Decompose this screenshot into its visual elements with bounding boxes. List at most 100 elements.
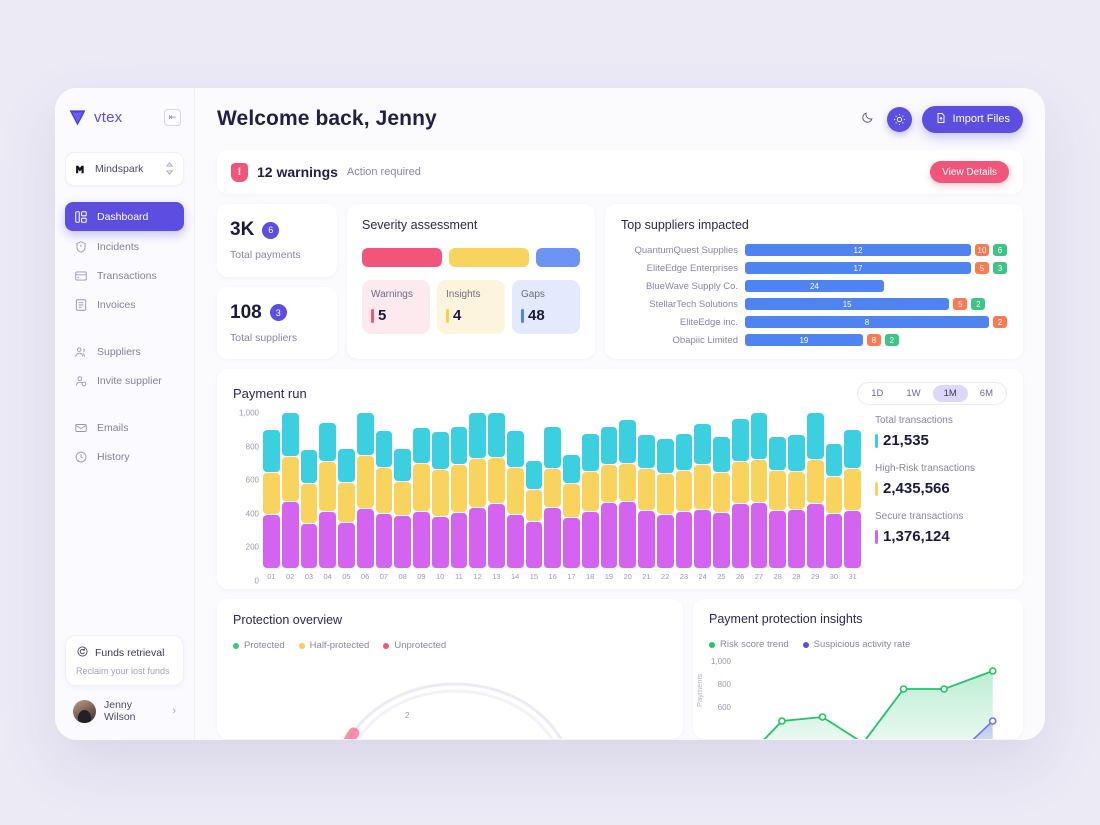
bar-segment bbox=[581, 472, 599, 512]
bar-segment bbox=[431, 516, 449, 568]
sun-icon[interactable] bbox=[886, 106, 912, 132]
bar-segment bbox=[281, 456, 299, 501]
bar-segment bbox=[806, 413, 824, 460]
x-axis-tick: 03 bbox=[304, 572, 314, 581]
sidebar-item-history[interactable]: History bbox=[65, 443, 184, 470]
funds-retrieval-card[interactable]: Funds retrieval Reclaim your lost funds bbox=[65, 635, 184, 686]
bar-column bbox=[525, 413, 543, 568]
brand-row: vtex ⇤ bbox=[55, 88, 194, 146]
import-files-label: Import Files bbox=[952, 113, 1010, 125]
bar-segment bbox=[356, 456, 374, 509]
bar-column bbox=[413, 413, 430, 568]
bar-segment bbox=[319, 422, 336, 461]
x-axis-tick: 15 bbox=[529, 572, 539, 581]
severity-tile-value: 4 bbox=[446, 307, 496, 324]
y-axis-tick: 600 bbox=[245, 475, 259, 485]
bar-segment bbox=[844, 469, 861, 510]
warning-banner: ! 12 warnings Action required View Detai… bbox=[217, 150, 1023, 194]
sidebar-item-invoices[interactable]: Invoices bbox=[65, 291, 184, 318]
sidebar-item-label: Dashboard bbox=[97, 210, 149, 223]
sidebar-item-transactions[interactable]: Transactions bbox=[65, 262, 184, 289]
chevron-right-icon: › bbox=[172, 705, 176, 717]
bar-segment bbox=[769, 436, 786, 470]
bar-column bbox=[675, 413, 693, 568]
top-suppliers-card: Top suppliers impacted QuantumQuest Supp… bbox=[605, 204, 1023, 359]
moon-icon[interactable] bbox=[858, 108, 877, 130]
bar-segment bbox=[544, 426, 561, 468]
sidebar-item-emails[interactable]: Emails bbox=[65, 414, 184, 441]
bar-segment bbox=[394, 481, 411, 516]
user-profile-row[interactable]: Jenny Wilson › bbox=[65, 694, 184, 728]
bar-column bbox=[600, 413, 618, 568]
workspace-selector[interactable]: Mindspark bbox=[65, 152, 184, 186]
bar-segment bbox=[731, 504, 749, 568]
bar-segment bbox=[394, 449, 411, 481]
funds-retrieval-label: Funds retrieval bbox=[95, 647, 165, 659]
stat-label: Total payments bbox=[230, 249, 301, 262]
x-axis-tick: 11 bbox=[454, 572, 463, 581]
range-pill-1w[interactable]: 1W bbox=[906, 388, 921, 399]
chevron-updown-icon bbox=[165, 161, 174, 177]
severity-bars bbox=[362, 248, 581, 267]
supplier-name: BlueWave Supply Co. bbox=[645, 280, 738, 292]
bar-segment bbox=[788, 472, 805, 509]
payment-protection-insights-card: Payment protection insights Risk score t… bbox=[693, 599, 1023, 739]
supplier-bar: 17 bbox=[745, 262, 971, 274]
mail-icon bbox=[74, 421, 88, 435]
range-pill-1m[interactable]: 1M bbox=[932, 385, 968, 402]
alert-shield-icon bbox=[74, 240, 88, 254]
workspace-name: Mindspark bbox=[95, 163, 144, 175]
stat-top-row: 108 3 bbox=[230, 302, 324, 324]
insights-y-tick: 1,000 bbox=[710, 657, 731, 666]
x-axis-tick: 02 bbox=[285, 572, 295, 581]
severity-tile-insights[interactable]: Insights 4 bbox=[437, 280, 505, 334]
bar-segment bbox=[525, 490, 543, 521]
card-title: Top suppliers impacted bbox=[621, 218, 749, 232]
bar-segment bbox=[281, 501, 299, 568]
sidebar-item-label: Emails bbox=[97, 421, 129, 434]
sidebar-item-incidents[interactable]: Incidents bbox=[65, 233, 184, 260]
bar-segment bbox=[544, 507, 561, 568]
x-axis-tick: 12 bbox=[473, 572, 482, 581]
severity-tile-gaps[interactable]: Gaps 48 bbox=[512, 280, 580, 334]
brand-name: vtex bbox=[94, 108, 123, 126]
bar-column bbox=[563, 413, 580, 568]
x-axis-tick: 28 bbox=[773, 572, 782, 581]
app-window: vtex ⇤ Mindspark Dashboard bbox=[55, 88, 1045, 740]
sidebar-item-dashboard[interactable]: Dashboard bbox=[65, 202, 184, 231]
bar-segment bbox=[731, 461, 749, 504]
range-pill-6m[interactable]: 6M bbox=[979, 388, 993, 399]
bar-segment bbox=[694, 464, 711, 509]
supplier-badge-green: 3 bbox=[993, 262, 1007, 274]
sidebar-spacer bbox=[55, 472, 194, 635]
refresh-circle-icon bbox=[76, 645, 89, 661]
card-title: Protection overview bbox=[233, 613, 343, 627]
bar-segment bbox=[488, 504, 505, 568]
user-add-icon bbox=[74, 374, 88, 388]
supplier-bar: 8 bbox=[745, 316, 989, 328]
severity-bar-2 bbox=[535, 248, 581, 267]
clock-icon bbox=[74, 450, 88, 464]
import-files-button[interactable]: Import Files bbox=[921, 105, 1023, 133]
bar-segment bbox=[563, 484, 580, 518]
payment-run-header: Payment run 1D 1W 1M 6M bbox=[233, 382, 1007, 405]
content-area: ! 12 warnings Action required View Detai… bbox=[195, 150, 1045, 740]
bar-column bbox=[544, 413, 561, 568]
panel-collapse-icon[interactable]: ⇤ bbox=[164, 108, 181, 126]
view-details-button[interactable]: View Details bbox=[930, 161, 1009, 183]
bar-segment bbox=[450, 427, 468, 465]
bar-segment bbox=[563, 518, 580, 568]
severity-tile-label: Insights bbox=[446, 289, 481, 300]
bar-segment bbox=[694, 509, 711, 568]
bar-segment bbox=[731, 418, 749, 461]
sidebar-item-invite-supplier[interactable]: Invite supplier bbox=[65, 367, 184, 394]
bar-segment bbox=[469, 507, 486, 568]
stat-top-row: 3K 6 bbox=[230, 219, 324, 241]
severity-assessment-card: Severity assessment Warnings 5 Insights … bbox=[347, 204, 595, 359]
workspace-logo-icon bbox=[75, 163, 88, 176]
x-axis-tick: 20 bbox=[623, 572, 632, 581]
avatar bbox=[73, 699, 96, 723]
range-pill-1d[interactable]: 1D bbox=[871, 388, 884, 399]
severity-tile-warnings[interactable]: Warnings 5 bbox=[362, 280, 430, 334]
sidebar-item-suppliers[interactable]: Suppliers bbox=[65, 338, 184, 365]
